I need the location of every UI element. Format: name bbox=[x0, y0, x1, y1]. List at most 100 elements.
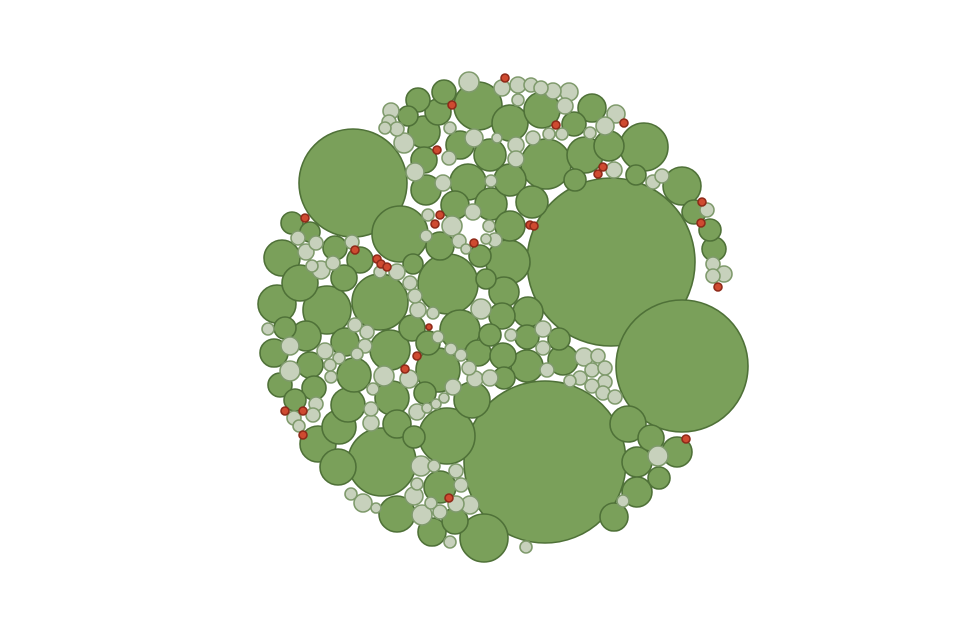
bubble-small-191 bbox=[366, 382, 380, 396]
bubble-small-108 bbox=[595, 116, 615, 136]
bubble-large-37 bbox=[577, 93, 607, 123]
bubble-small-134 bbox=[705, 268, 721, 284]
bubble-small-160 bbox=[535, 340, 551, 356]
bubble-small-111 bbox=[378, 121, 392, 135]
bubble-small-114 bbox=[443, 121, 457, 135]
bubble-small-204 bbox=[427, 459, 441, 473]
bubble-small-179 bbox=[261, 322, 275, 336]
bubble-tiny-227 bbox=[593, 169, 603, 179]
bubble-large-80 bbox=[478, 323, 502, 347]
bubble-large-39 bbox=[561, 111, 587, 137]
bubble-tiny-240 bbox=[382, 262, 392, 272]
bubble-large-38 bbox=[593, 130, 625, 162]
bubble-small-183 bbox=[316, 342, 334, 360]
bubble-tiny-235 bbox=[469, 238, 479, 248]
bubble-small-202 bbox=[292, 419, 306, 433]
bubble-small-123 bbox=[511, 93, 525, 107]
bubble-small-175 bbox=[584, 378, 600, 394]
bubble-small-103 bbox=[533, 80, 549, 96]
bubble-small-115 bbox=[464, 128, 484, 148]
bubble-small-171 bbox=[590, 348, 606, 364]
bubble-small-137 bbox=[464, 203, 482, 221]
bubble-small-216 bbox=[370, 502, 382, 514]
bubble-small-121 bbox=[555, 127, 569, 141]
bubble-small-113 bbox=[393, 132, 415, 154]
bubble-small-220 bbox=[616, 494, 630, 508]
bubble-large-13 bbox=[302, 285, 352, 335]
bubble-small-112 bbox=[389, 121, 405, 137]
bubble-large-6 bbox=[417, 253, 479, 315]
bubble-small-181 bbox=[359, 324, 375, 340]
bubble-small-218 bbox=[519, 540, 533, 554]
bubble-tiny-226 bbox=[598, 162, 608, 172]
bubble-large-25 bbox=[515, 185, 549, 219]
bubble-large-18 bbox=[662, 166, 702, 206]
bubble-small-127 bbox=[484, 174, 498, 188]
bubble-small-200 bbox=[305, 407, 321, 423]
bubble-small-162 bbox=[444, 342, 458, 356]
bubble-small-186 bbox=[323, 358, 337, 372]
bubble-small-219 bbox=[647, 445, 669, 467]
bubble-small-142 bbox=[480, 233, 492, 245]
bubble-small-213 bbox=[411, 504, 433, 526]
bubble-small-136 bbox=[441, 215, 463, 237]
bubble-small-158 bbox=[504, 328, 518, 342]
bubble-small-122 bbox=[583, 126, 597, 140]
bubble-small-149 bbox=[325, 255, 341, 271]
bubble-small-146 bbox=[308, 235, 324, 251]
bubble-small-188 bbox=[279, 360, 301, 382]
bubble-tiny-232 bbox=[430, 219, 440, 229]
bubble-small-154 bbox=[407, 288, 423, 304]
bubble-small-197 bbox=[363, 401, 379, 417]
bubble-small-178 bbox=[280, 336, 300, 356]
bubble-small-119 bbox=[525, 130, 541, 146]
bubble-small-214 bbox=[353, 493, 373, 513]
bubble-tiny-230 bbox=[713, 282, 723, 292]
bubble-tiny-246 bbox=[298, 430, 308, 440]
bubble-small-210 bbox=[432, 504, 448, 520]
bubble-tiny-224 bbox=[619, 118, 629, 128]
bubble-small-205 bbox=[448, 463, 464, 479]
bubble-small-192 bbox=[444, 378, 462, 396]
bubble-large-92 bbox=[609, 405, 647, 443]
bubble-small-207 bbox=[410, 477, 424, 491]
bubble-small-152 bbox=[388, 263, 406, 281]
bubble-small-206 bbox=[453, 477, 469, 493]
bubble-small-116 bbox=[491, 132, 503, 144]
bubble-large-61 bbox=[319, 448, 357, 486]
bubble-small-215 bbox=[344, 487, 358, 501]
bubble-small-138 bbox=[482, 219, 496, 233]
bubble-large-77 bbox=[402, 253, 424, 275]
bubble-small-195 bbox=[421, 402, 433, 414]
bubble-small-185 bbox=[350, 347, 364, 361]
bubble-tiny-244 bbox=[280, 406, 290, 416]
bubble-tiny-221 bbox=[500, 73, 510, 83]
bubble-large-35 bbox=[431, 79, 457, 105]
bubble-tiny-243 bbox=[400, 364, 410, 374]
bubble-small-168 bbox=[563, 374, 577, 388]
bubble-small-139 bbox=[419, 229, 433, 243]
bubble-small-128 bbox=[605, 161, 623, 179]
bubble-tiny-225 bbox=[432, 145, 442, 155]
bubble-large-87 bbox=[489, 342, 517, 370]
bubble-small-163 bbox=[454, 348, 468, 362]
bubble-small-159 bbox=[534, 320, 552, 338]
bubble-tiny-236 bbox=[300, 213, 310, 223]
bubble-small-124 bbox=[441, 150, 457, 166]
bubble-large-95 bbox=[621, 446, 653, 478]
bubble-large-52 bbox=[330, 264, 358, 292]
bubble-tiny-234 bbox=[529, 221, 539, 231]
bubble-large-2 bbox=[615, 299, 749, 433]
bubble-small-177 bbox=[607, 389, 623, 405]
bubble-small-100 bbox=[493, 79, 511, 97]
bubble-large-97 bbox=[647, 466, 671, 490]
bubble-large-98 bbox=[599, 502, 629, 532]
bubble-small-198 bbox=[362, 414, 380, 432]
bubble-small-164 bbox=[461, 360, 477, 376]
bubble-small-187 bbox=[324, 370, 338, 384]
bubble-small-106 bbox=[556, 97, 574, 115]
bubble-small-209 bbox=[424, 496, 438, 510]
bubble-large-12 bbox=[619, 122, 669, 172]
bubble-small-130 bbox=[654, 168, 670, 184]
